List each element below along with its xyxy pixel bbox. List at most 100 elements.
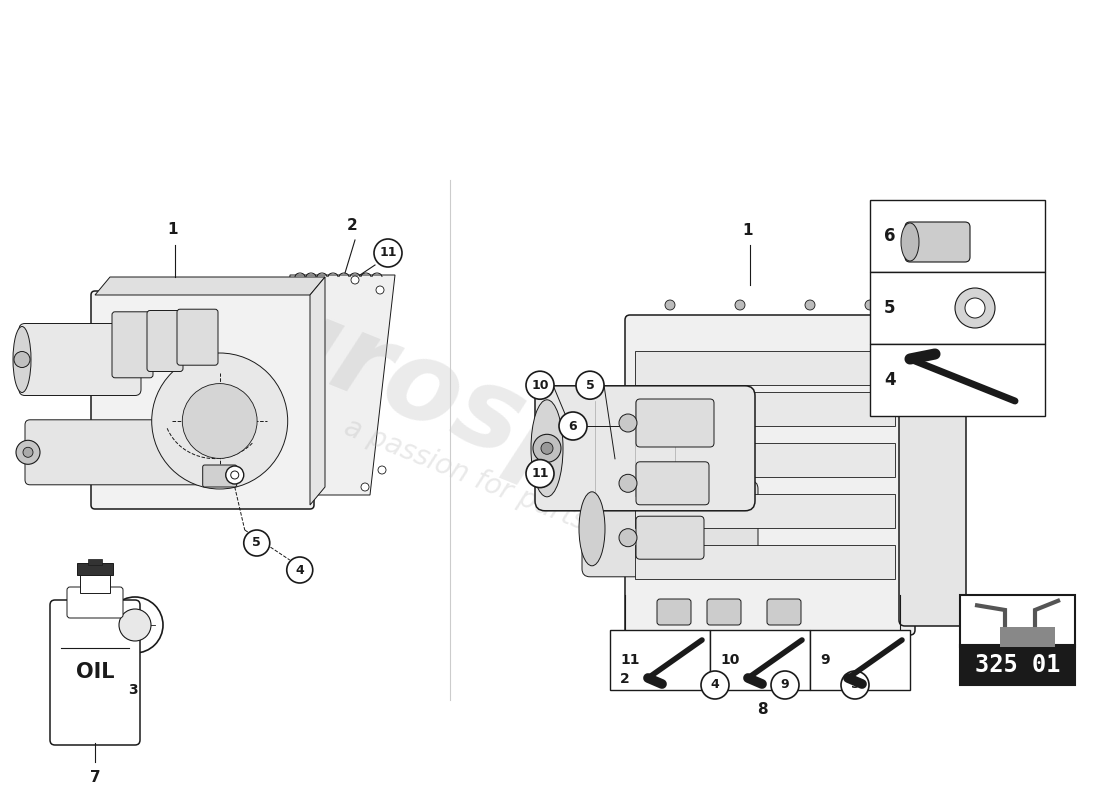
Polygon shape	[275, 275, 395, 495]
FancyBboxPatch shape	[625, 315, 915, 635]
FancyBboxPatch shape	[657, 599, 691, 625]
FancyBboxPatch shape	[50, 600, 140, 745]
FancyBboxPatch shape	[899, 324, 966, 626]
Circle shape	[14, 351, 30, 367]
FancyBboxPatch shape	[636, 399, 714, 447]
FancyBboxPatch shape	[25, 420, 235, 485]
FancyBboxPatch shape	[67, 587, 123, 618]
Circle shape	[619, 414, 637, 432]
Circle shape	[231, 471, 239, 479]
FancyBboxPatch shape	[707, 599, 741, 625]
FancyBboxPatch shape	[582, 481, 758, 577]
Bar	[635, 392, 895, 426]
Bar	[870, 200, 1045, 272]
Text: OIL: OIL	[76, 662, 114, 682]
Bar	[635, 351, 895, 386]
Text: 8: 8	[757, 702, 768, 718]
Text: eurospares: eurospares	[174, 249, 866, 611]
Bar	[610, 630, 710, 690]
Text: 4: 4	[711, 678, 719, 691]
Bar	[88, 559, 102, 565]
Bar	[635, 494, 895, 528]
Circle shape	[865, 300, 874, 310]
Circle shape	[183, 383, 257, 458]
Circle shape	[311, 483, 319, 491]
Text: 11: 11	[620, 653, 639, 667]
FancyBboxPatch shape	[19, 323, 141, 395]
Text: 6: 6	[569, 419, 578, 433]
Bar	[870, 344, 1045, 416]
Circle shape	[534, 434, 561, 462]
Circle shape	[735, 300, 745, 310]
FancyBboxPatch shape	[177, 309, 218, 365]
Text: 9: 9	[781, 678, 790, 691]
Circle shape	[376, 286, 384, 294]
Circle shape	[526, 459, 554, 488]
FancyBboxPatch shape	[636, 462, 710, 505]
Polygon shape	[310, 277, 324, 505]
FancyBboxPatch shape	[91, 291, 314, 509]
Text: a passion for parts since 1985: a passion for parts since 1985	[340, 414, 740, 597]
Text: 11: 11	[379, 246, 397, 259]
Bar	[1000, 627, 1055, 647]
Text: 3: 3	[129, 683, 138, 697]
FancyBboxPatch shape	[147, 310, 183, 371]
Circle shape	[842, 671, 869, 699]
Circle shape	[805, 300, 815, 310]
Circle shape	[23, 447, 33, 458]
Text: 10: 10	[720, 653, 739, 667]
Circle shape	[701, 671, 729, 699]
Circle shape	[316, 279, 324, 287]
Text: 9: 9	[820, 653, 829, 667]
Ellipse shape	[531, 400, 563, 497]
Polygon shape	[95, 277, 324, 295]
Circle shape	[619, 474, 637, 492]
Text: 11: 11	[531, 467, 549, 480]
Bar	[77, 563, 113, 575]
Circle shape	[559, 412, 587, 440]
Circle shape	[244, 530, 270, 556]
Text: 4: 4	[296, 563, 304, 577]
Bar	[810, 630, 910, 690]
Bar	[635, 443, 895, 477]
Circle shape	[378, 466, 386, 474]
Circle shape	[16, 440, 40, 464]
Text: 1: 1	[167, 222, 178, 237]
Text: 5: 5	[585, 378, 594, 392]
Circle shape	[287, 557, 312, 583]
Bar	[960, 645, 1075, 685]
Bar	[710, 630, 810, 690]
Circle shape	[226, 466, 244, 484]
Circle shape	[955, 288, 996, 328]
Ellipse shape	[579, 492, 605, 566]
Circle shape	[526, 371, 554, 399]
Text: 10: 10	[531, 378, 549, 392]
Text: 6: 6	[884, 227, 895, 245]
FancyBboxPatch shape	[202, 465, 236, 487]
Bar	[80, 573, 110, 593]
Text: 2: 2	[346, 218, 358, 233]
Circle shape	[576, 371, 604, 399]
Text: 5: 5	[252, 537, 261, 550]
Text: 7: 7	[90, 770, 100, 785]
Circle shape	[965, 298, 985, 318]
Bar	[870, 272, 1045, 344]
Circle shape	[541, 442, 553, 454]
Text: 325 01: 325 01	[975, 653, 1060, 677]
Ellipse shape	[901, 223, 918, 261]
Text: 4: 4	[884, 371, 895, 389]
Circle shape	[152, 353, 288, 489]
FancyBboxPatch shape	[905, 222, 970, 262]
Bar	[960, 595, 1075, 647]
Circle shape	[771, 671, 799, 699]
Circle shape	[119, 609, 151, 641]
FancyBboxPatch shape	[636, 516, 704, 559]
FancyBboxPatch shape	[112, 312, 153, 378]
Text: 2: 2	[620, 672, 630, 686]
Circle shape	[374, 239, 401, 267]
Circle shape	[107, 597, 163, 653]
Circle shape	[619, 529, 637, 546]
Text: 1: 1	[742, 223, 754, 238]
Ellipse shape	[13, 326, 31, 393]
Circle shape	[666, 300, 675, 310]
